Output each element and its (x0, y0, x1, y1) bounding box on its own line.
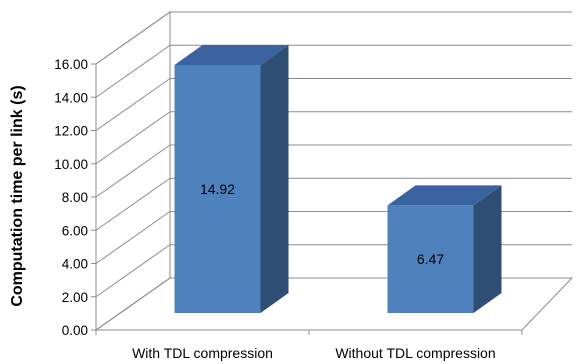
bars: 14.92 6.47 (174, 44, 502, 313)
x-tick-label: Without TDL compression (335, 345, 495, 361)
gridline-side (95, 78, 171, 131)
bar-side (473, 185, 502, 313)
y-tick-label: 16.00 (54, 57, 88, 72)
gridline-side (95, 44, 171, 98)
y-tick-label: 2.00 (62, 290, 88, 305)
chart-floor (94, 277, 574, 331)
x-tick-label: With TDL compression (132, 345, 273, 361)
y-tick-label: 10.00 (54, 157, 88, 172)
bar-top (387, 185, 502, 206)
gridline-side (95, 111, 171, 165)
gridline-side (95, 11, 171, 65)
bar: 14.92 (174, 44, 289, 313)
gridline-side (95, 177, 171, 231)
y-axis-ticks: 0.00 2.00 4.00 6.00 8.00 10.00 12.00 14.00 16.00 (54, 57, 96, 338)
bar-front (387, 205, 474, 313)
y-tick-label: 12.00 (54, 124, 88, 139)
y-tick-label: 0.00 (62, 323, 88, 338)
bar: 6.47 (387, 185, 502, 313)
gridline-side (95, 144, 171, 198)
data-label: 14.92 (200, 181, 235, 197)
bar-side (260, 44, 289, 313)
data-label: 6.47 (417, 251, 444, 267)
y-axis-title: Computation time per link (s) (9, 85, 26, 306)
y-tick-label: 6.00 (62, 223, 88, 238)
y-tick-label: 4.00 (62, 257, 88, 272)
bar-top (174, 44, 289, 65)
bar-front (174, 64, 261, 313)
y-tick-label: 14.00 (54, 90, 88, 105)
x-axis-ticks: With TDL compression Without TDL compress… (95, 330, 523, 361)
y-tick-label: 8.00 (62, 190, 88, 205)
floor-outline (94, 277, 574, 331)
gridline-side (95, 244, 171, 298)
gridline-side (95, 211, 171, 264)
